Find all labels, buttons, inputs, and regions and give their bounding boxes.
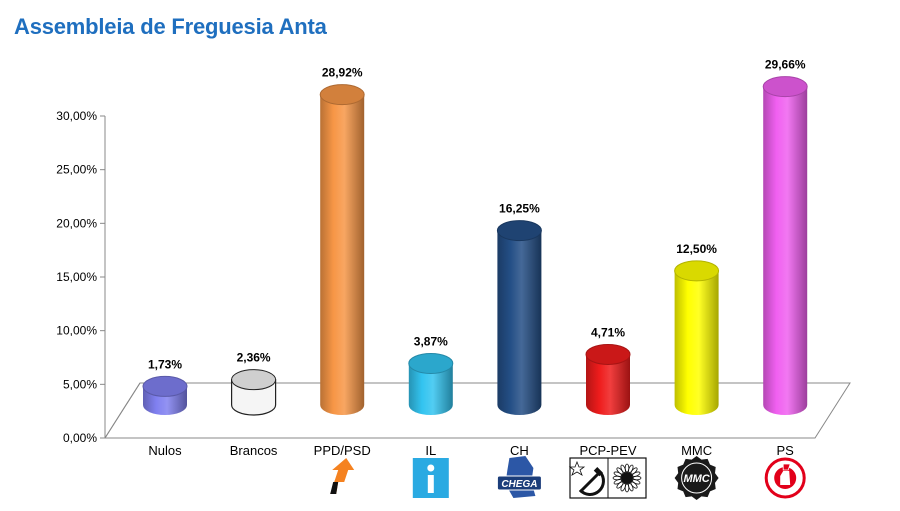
pcp-pev-logo — [568, 457, 647, 499]
y-tick-label: 10,00% — [56, 324, 97, 338]
ps-logo — [764, 457, 806, 499]
data-label: 4,71% — [591, 325, 625, 339]
bar-mmc — [674, 260, 720, 415]
bar-cap — [319, 84, 365, 106]
mmc-logo: MMC — [674, 456, 719, 500]
y-tick-label: 20,00% — [56, 216, 97, 230]
bar-pcp-pev — [585, 343, 631, 415]
bar-cap — [231, 369, 277, 391]
bar-cap — [674, 260, 720, 282]
y-tick-label: 15,00% — [56, 270, 97, 284]
x-tick-label: PCP-PEV — [579, 443, 636, 458]
x-tick-label: IL — [425, 443, 436, 458]
bar-ch — [496, 220, 542, 415]
chart-title: Assembleia de Freguesia Anta — [14, 14, 327, 39]
bar-il — [408, 352, 454, 415]
bar-cap — [408, 352, 454, 374]
data-label: 1,73% — [148, 357, 182, 371]
x-tick-label: MMC — [681, 443, 712, 458]
bar-body — [674, 270, 719, 415]
bars-layer — [142, 76, 808, 416]
bar-ps — [762, 76, 808, 416]
bar-cap — [142, 375, 188, 397]
bar-cap — [762, 76, 808, 98]
data-label: 2,36% — [237, 351, 271, 365]
y-tick-label: 0,00% — [63, 431, 97, 445]
x-tick-label: Brancos — [230, 443, 278, 458]
y-tick-label: 5,00% — [63, 377, 97, 391]
bar-cap — [585, 343, 631, 365]
floor-side-edge — [104, 382, 141, 439]
svg-text:CHEGA: CHEGA — [501, 479, 537, 490]
data-label: 29,66% — [765, 58, 806, 72]
chega-logo: CHEGA — [496, 456, 542, 498]
ppd-psd-logo — [330, 458, 355, 494]
svg-text:MMC: MMC — [683, 473, 710, 485]
bar-body — [320, 94, 365, 415]
data-label: 12,50% — [676, 242, 717, 256]
x-tick-label: CH — [510, 443, 529, 458]
il-logo — [412, 458, 449, 498]
bar-nulos — [142, 375, 188, 415]
bar-body — [497, 230, 542, 415]
data-label: 16,25% — [499, 202, 540, 216]
y-tick-label: 25,00% — [56, 163, 97, 177]
x-tick-label: PS — [777, 443, 795, 458]
bar-body — [763, 86, 808, 416]
bar-ppd-psd — [319, 84, 365, 415]
x-tick-label: PPD/PSD — [314, 443, 371, 458]
x-tick-label: Nulos — [148, 443, 182, 458]
data-label: 3,87% — [414, 334, 448, 348]
axis-layer: 0,00% 5,00% 10,00% 15,00% 20,00% 25,00% 30,00% — [56, 109, 851, 445]
logos-layer: CHEGA MMC — [330, 456, 806, 500]
chart-floor — [104, 382, 851, 439]
data-label: 28,92% — [322, 66, 363, 80]
bar-brancos — [231, 369, 277, 416]
labels-layer: 1,73% Nulos 2,36% Brancos 28,92% PPD/PSD 3,87%… — [148, 58, 806, 458]
bar-body — [408, 363, 453, 415]
y-tick-label: 30,00% — [56, 109, 97, 123]
bar-body — [586, 354, 630, 415]
bar-cap — [496, 220, 542, 242]
